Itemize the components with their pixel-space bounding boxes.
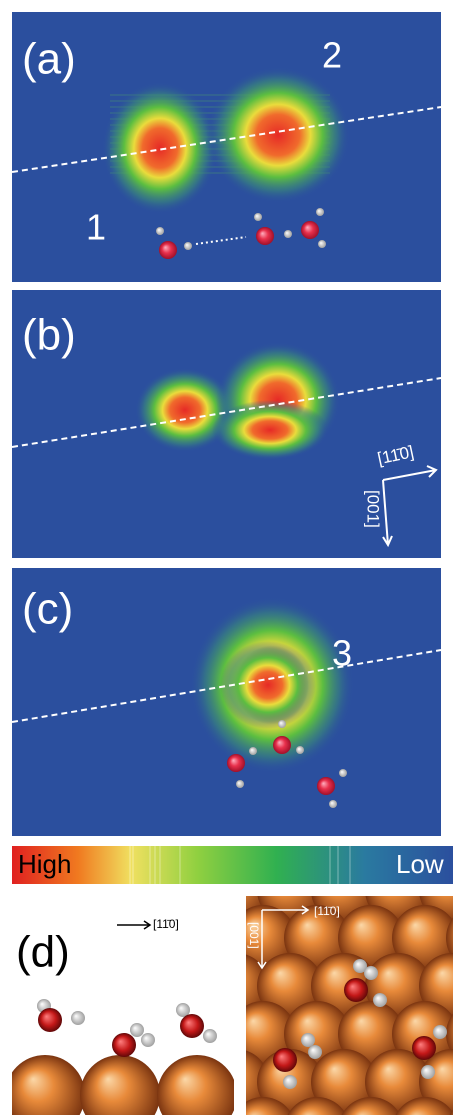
- hydrogen: [364, 966, 378, 980]
- hydrogen: [308, 1045, 322, 1059]
- oxygen: [256, 227, 274, 245]
- hydrogen: [339, 769, 347, 777]
- arrow: [117, 921, 150, 929]
- panel-label: (b): [22, 311, 76, 360]
- annotation: 1: [86, 207, 106, 248]
- direction-label: [11̄0]: [153, 917, 179, 931]
- oxygen: [412, 1036, 436, 1060]
- hydrogen: [249, 747, 257, 755]
- oxygen: [180, 1014, 204, 1038]
- hydrogen: [254, 213, 262, 221]
- top-view: [203, 857, 453, 1115]
- direction-label: [001]: [364, 490, 383, 528]
- hydrogen: [130, 1023, 144, 1037]
- hydrogen: [296, 746, 304, 754]
- hydrogen: [184, 242, 192, 250]
- oxygen: [159, 241, 177, 259]
- direction-label: [11̄0]: [314, 904, 340, 918]
- annotation: 3: [332, 633, 352, 674]
- colorbar: [12, 846, 453, 884]
- annotation: 2: [322, 35, 342, 76]
- hydrogen: [203, 1029, 217, 1043]
- oxygen: [273, 736, 291, 754]
- oxygen: [38, 1008, 62, 1032]
- copper-atom: [5, 1055, 85, 1115]
- oxygen: [301, 221, 319, 239]
- hydrogen: [433, 1025, 447, 1039]
- colorbar-high: High: [18, 849, 71, 879]
- side-view: [5, 1055, 237, 1115]
- page: {"panels": [ {"label": "(a)", "annotatio…: [0, 0, 453, 1115]
- colorbar-low: Low: [396, 849, 444, 879]
- hydrogen: [156, 227, 164, 235]
- panel-label: (c): [22, 585, 73, 634]
- figure: (a) 2 1 (b) [11̄0] [001] (c) 3 High Low …: [0, 0, 453, 1115]
- shapes: [5, 12, 453, 1115]
- hydrogen: [421, 1065, 435, 1079]
- oxygen: [344, 978, 368, 1002]
- stm-feature: [102, 82, 218, 214]
- stm-feature: [212, 400, 328, 460]
- hydrogen: [373, 993, 387, 1007]
- hydrogen: [71, 1011, 85, 1025]
- hydrogen: [141, 1033, 155, 1047]
- oxygen: [317, 777, 335, 795]
- hydrogen: [316, 208, 324, 216]
- copper-atom: [80, 1055, 160, 1115]
- panel-label: (d): [16, 928, 70, 977]
- oxygen: [112, 1033, 136, 1057]
- hydrogen: [329, 800, 337, 808]
- panel-label: (a): [22, 35, 76, 84]
- hydrogen: [236, 780, 244, 788]
- hydrogen: [318, 240, 326, 248]
- stm-feature: [206, 67, 350, 203]
- copper-atom: [157, 1055, 237, 1115]
- hydrogen: [278, 720, 286, 728]
- hydrogen: [301, 1033, 315, 1047]
- hydrogen: [283, 1075, 297, 1089]
- direction-label: [001]: [247, 922, 261, 949]
- hydrogen: [284, 230, 292, 238]
- oxygen: [273, 1048, 297, 1072]
- oxygen: [227, 754, 245, 772]
